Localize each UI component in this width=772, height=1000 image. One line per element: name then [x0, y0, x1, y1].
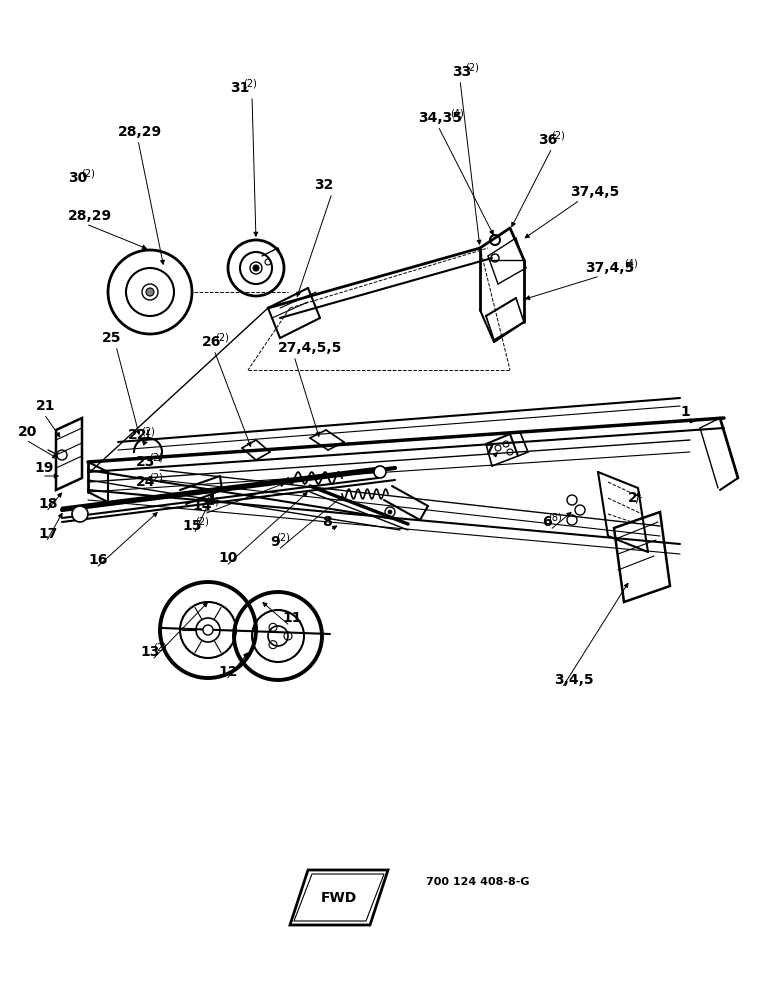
Text: (2): (2) — [149, 453, 163, 463]
Text: 19: 19 — [34, 461, 53, 475]
Polygon shape — [290, 870, 388, 925]
Text: 7: 7 — [484, 443, 493, 457]
Text: (2): (2) — [276, 533, 290, 543]
Text: 700 124 408-8-G: 700 124 408-8-G — [426, 877, 530, 887]
Text: 20: 20 — [18, 425, 37, 439]
Text: 3,4,5: 3,4,5 — [554, 673, 594, 687]
Text: 28,29: 28,29 — [118, 125, 162, 139]
Text: 11: 11 — [282, 611, 302, 625]
Text: 37,4,5: 37,4,5 — [585, 261, 635, 275]
Text: 30: 30 — [68, 171, 87, 185]
Text: 12: 12 — [218, 665, 238, 679]
Circle shape — [146, 288, 154, 296]
Text: 13: 13 — [140, 645, 159, 659]
Text: 8: 8 — [322, 515, 332, 529]
Text: 32: 32 — [314, 178, 334, 192]
Text: 36: 36 — [538, 133, 557, 147]
Text: (4): (4) — [624, 259, 638, 269]
Text: (4): (4) — [451, 109, 464, 119]
Text: 21: 21 — [36, 399, 56, 413]
Text: (2): (2) — [81, 169, 95, 179]
Circle shape — [72, 506, 88, 522]
Text: 24: 24 — [136, 475, 155, 489]
Text: 18: 18 — [38, 497, 57, 511]
Text: 22: 22 — [128, 428, 147, 442]
Text: 16: 16 — [88, 553, 107, 567]
Text: 23: 23 — [136, 455, 155, 469]
Text: (2): (2) — [149, 473, 163, 483]
Text: 26: 26 — [202, 335, 222, 349]
Text: 14: 14 — [192, 499, 212, 513]
Circle shape — [374, 466, 386, 478]
Text: 34,35: 34,35 — [418, 111, 462, 125]
Text: 1: 1 — [680, 405, 689, 419]
Text: 27,4,5,5: 27,4,5,5 — [278, 341, 342, 355]
Text: (2): (2) — [465, 63, 479, 73]
Text: (2): (2) — [551, 131, 565, 141]
Text: (2): (2) — [195, 517, 209, 527]
Text: 2: 2 — [628, 491, 638, 505]
Text: 37,4,5: 37,4,5 — [570, 185, 619, 199]
Text: 25: 25 — [102, 331, 121, 345]
Text: 15: 15 — [182, 519, 201, 533]
Circle shape — [203, 625, 213, 635]
Text: 28,29: 28,29 — [68, 209, 112, 223]
Text: (2): (2) — [153, 643, 167, 653]
Text: (2): (2) — [141, 426, 155, 436]
Text: 31: 31 — [230, 81, 249, 95]
Text: (2): (2) — [205, 497, 219, 507]
Text: 10: 10 — [218, 551, 237, 565]
Text: FWD: FWD — [321, 890, 357, 904]
Text: 6: 6 — [542, 515, 552, 529]
Text: 17: 17 — [38, 527, 57, 541]
Text: 33: 33 — [452, 65, 471, 79]
Text: (8): (8) — [548, 513, 562, 523]
Circle shape — [253, 265, 259, 271]
Text: 9: 9 — [270, 535, 279, 549]
Circle shape — [388, 510, 392, 514]
Text: (2): (2) — [243, 79, 257, 89]
Text: (2): (2) — [215, 333, 229, 343]
